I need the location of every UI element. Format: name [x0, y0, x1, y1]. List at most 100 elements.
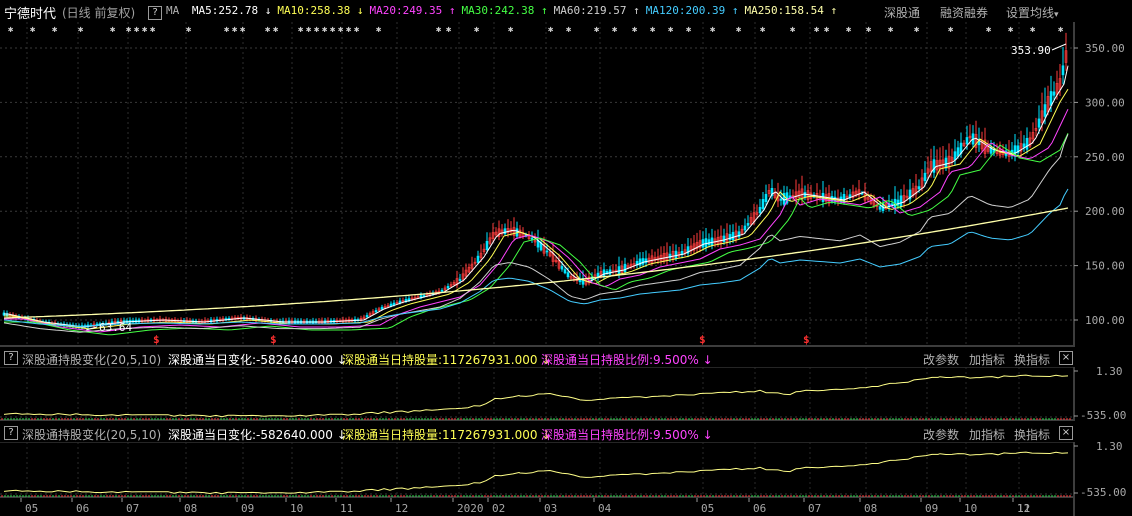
info-mine-icon: ✱ [8, 25, 14, 35]
candle [473, 261, 477, 264]
candle [563, 269, 567, 274]
candle [737, 231, 741, 238]
info-mine-icon: ✱ [322, 25, 328, 35]
candle [728, 234, 732, 240]
candle [365, 315, 369, 318]
candle [368, 313, 372, 316]
candle [1016, 145, 1020, 153]
candle [935, 160, 939, 171]
switch-indicator-button[interactable]: 换指标 [1014, 353, 1051, 367]
menu-margin-trading[interactable]: 融资融券 [940, 6, 989, 20]
indicator-title[interactable]: 深股通持股变化(20,5,10) [22, 353, 162, 367]
candle [710, 237, 714, 246]
ma30-line [4, 132, 1069, 336]
candle [917, 186, 921, 190]
menu-ma-settings-label: 设置均线 [1006, 6, 1055, 20]
candle [905, 195, 909, 198]
edit-params-button[interactable]: 改参数 [923, 428, 960, 442]
info-mine-icon: ✱ [436, 25, 442, 35]
y-tick-label: 350.00 [1085, 42, 1125, 55]
candle [554, 259, 558, 263]
close-icon[interactable]: × [1059, 426, 1073, 440]
candle [956, 147, 960, 157]
ma-value-6: MA250:158.54 ↑ [744, 4, 838, 17]
candle [740, 228, 744, 235]
indicator-chart-2[interactable]: 1.30 -535.00 [0, 442, 1132, 498]
candle [512, 226, 516, 236]
info-mine-icon: ✱ [78, 25, 84, 35]
high-price-label: 353.90 [1011, 44, 1051, 57]
candle [1040, 110, 1044, 124]
y-tick-label: 250.00 [1085, 151, 1125, 164]
info-mine-icon: ✱ [30, 25, 36, 35]
close-icon[interactable]: × [1059, 351, 1073, 365]
candle [707, 239, 711, 246]
info-mine-icon: ✱ [376, 25, 382, 35]
candle [890, 203, 894, 206]
candle [494, 231, 498, 236]
candle [632, 263, 636, 266]
add-indicator-button[interactable]: 加指标 [969, 353, 1006, 367]
menu-hk-connect[interactable]: 深股通 [884, 6, 921, 20]
indicator-chart-1[interactable]: 1.30 -535.00 [0, 367, 1132, 421]
candle [647, 257, 651, 263]
help-icon[interactable]: ? [4, 426, 18, 440]
candle [455, 278, 459, 286]
candle [653, 257, 657, 261]
candle [1025, 137, 1029, 150]
candle [623, 263, 627, 273]
info-mine-icon: ✱ [338, 25, 344, 35]
candle [923, 172, 927, 182]
x-tick-label: 11 [340, 502, 353, 515]
candle [950, 157, 954, 162]
candle [701, 239, 705, 248]
high-pointer [1051, 43, 1067, 51]
x-tick-label: 07 [126, 502, 139, 515]
candle [620, 265, 624, 273]
candle [464, 269, 468, 277]
candle [1037, 118, 1041, 128]
info-mine-icon: ✱ [306, 25, 312, 35]
switch-indicator-button[interactable]: 换指标 [1014, 428, 1051, 442]
info-mine-icon: ✱ [1008, 25, 1014, 35]
info-mine-icon: ✱ [232, 25, 238, 35]
candle [668, 253, 672, 259]
candle [1031, 132, 1035, 140]
candle [791, 195, 795, 198]
info-mine-icon: ✱ [986, 25, 992, 35]
ma-value-3: MA30:242.38 ↑ [461, 4, 548, 17]
info-mine-icon: ✱ [265, 25, 271, 35]
help-icon[interactable]: ? [148, 4, 162, 20]
info-mine-icon: ✱ [736, 25, 742, 35]
x-tick-label: 05 [25, 502, 38, 515]
candle [470, 263, 474, 269]
menu-ma-settings[interactable]: 设置均线▾ [1006, 4, 1059, 21]
info-mine-icon: ✱ [126, 25, 132, 35]
candle [566, 272, 570, 278]
candle [542, 244, 546, 254]
candle [794, 191, 798, 199]
indicator-title[interactable]: 深股通持股变化(20,5,10) [22, 428, 162, 442]
candle [518, 229, 522, 238]
period-label[interactable]: (日线 前复权) [62, 6, 136, 20]
add-indicator-button[interactable]: 加指标 [969, 428, 1006, 442]
x-tick-label: 10 [290, 502, 303, 515]
candle [686, 246, 690, 254]
candle [383, 306, 387, 309]
info-mine-icon: ✱ [866, 25, 872, 35]
info-mine-icon: ✱ [346, 25, 352, 35]
ma-value-1: MA10:258.38 ↓ [277, 4, 364, 17]
info-mine-icon: ✱ [594, 25, 600, 35]
info-mine-icon: ✱ [134, 25, 140, 35]
dividend-marker-icon: $ [803, 333, 810, 346]
x-tick-label: 03 [544, 502, 557, 515]
indicator-daily-change: 深股通当日变化:-582640.000 ↓ [168, 428, 347, 442]
help-icon[interactable]: ? [4, 351, 18, 365]
info-mine-icon: ✱ [710, 25, 716, 35]
candle [866, 197, 870, 200]
edit-params-button[interactable]: 改参数 [923, 353, 960, 367]
ma-values: MA5:252.78 ↓ MA10:258.38 ↓ MA20:249.35 ↑ MA… [192, 4, 843, 17]
candle [941, 159, 945, 168]
info-mine-icon: ✱ [814, 25, 820, 35]
